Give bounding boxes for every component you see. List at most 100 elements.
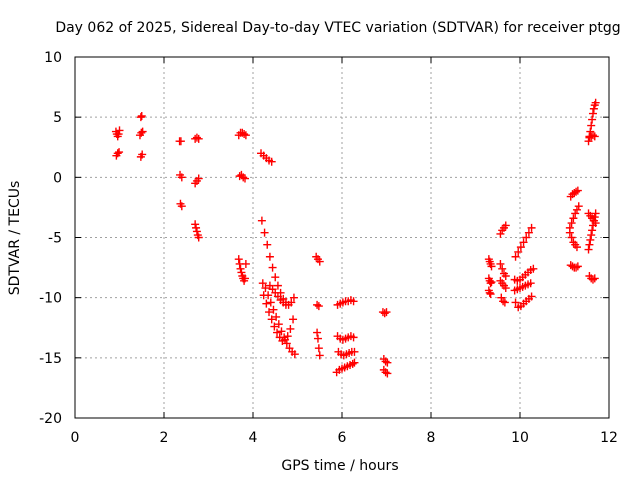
data-point	[522, 233, 531, 242]
data-point	[237, 268, 246, 277]
data-point	[138, 150, 147, 159]
data-point	[114, 130, 123, 139]
series-arc-15	[257, 149, 276, 166]
series-arc-29	[379, 365, 392, 378]
data-point	[383, 358, 392, 367]
x-tick-label: 12	[600, 430, 618, 446]
data-point	[501, 272, 510, 281]
x-tick-label: 2	[160, 430, 169, 446]
data-point	[500, 298, 509, 307]
series-arc-23	[333, 296, 358, 309]
data-point	[234, 255, 243, 264]
x-tick-label: 8	[427, 430, 436, 446]
data-point	[574, 202, 583, 211]
data-point	[260, 228, 269, 237]
series-arc-05	[136, 150, 147, 161]
series-arc-34	[496, 259, 510, 281]
data-point	[282, 339, 291, 348]
data-point	[485, 288, 494, 297]
y-tick-label: 10	[44, 50, 62, 66]
data-point	[315, 257, 324, 266]
series-arc-25	[334, 347, 359, 360]
data-point	[350, 358, 359, 367]
data-point	[573, 186, 582, 195]
data-point	[274, 320, 283, 329]
data-point	[588, 109, 597, 118]
data-point	[115, 148, 124, 157]
data-point	[496, 259, 505, 268]
data-point	[589, 216, 598, 225]
series-arc-09	[191, 133, 203, 143]
data-point	[176, 137, 185, 146]
data-point	[270, 322, 279, 331]
x-axis-label: GPS time / hours	[281, 458, 398, 474]
data-point	[277, 327, 286, 336]
data-point	[313, 300, 322, 309]
x-tick-label: 4	[249, 430, 258, 446]
series-arc-41	[566, 186, 582, 201]
data-point	[192, 227, 201, 236]
data-point	[241, 131, 250, 140]
data-point	[588, 221, 597, 230]
data-point	[588, 115, 597, 124]
data-point	[590, 213, 599, 222]
data-point	[261, 284, 270, 293]
data-point	[380, 309, 389, 318]
series-arc-46	[585, 131, 599, 142]
data-point	[313, 334, 322, 343]
data-point	[286, 324, 295, 333]
data-point	[499, 297, 508, 306]
data-point	[586, 235, 595, 244]
data-point	[519, 238, 528, 247]
series-arc-32	[484, 286, 495, 299]
series-arc-02	[112, 148, 124, 160]
data-point	[194, 174, 203, 183]
data-point	[259, 291, 268, 300]
data-point	[348, 359, 357, 368]
series-arc-01	[111, 126, 124, 141]
data-point	[572, 243, 581, 252]
series-arc-31	[484, 274, 496, 288]
data-point	[527, 223, 536, 232]
data-point	[262, 299, 271, 308]
data-point	[287, 298, 296, 307]
y-tick-label: -20	[39, 411, 62, 427]
series-arc-30	[484, 255, 496, 271]
data-point	[137, 128, 146, 137]
data-point	[497, 293, 506, 302]
series-arc-43	[565, 228, 581, 252]
data-point	[235, 172, 244, 181]
y-tick-label: -15	[39, 351, 62, 367]
data-point	[239, 173, 248, 182]
data-point	[349, 333, 358, 342]
data-point	[590, 132, 599, 141]
data-point	[487, 262, 496, 271]
data-point	[137, 111, 146, 120]
data-point	[381, 368, 390, 377]
data-point	[257, 216, 266, 225]
data-point	[314, 302, 323, 311]
data-point	[267, 315, 276, 324]
y-tick-label: 5	[53, 110, 62, 126]
data-point	[527, 292, 536, 301]
data-point	[115, 126, 124, 135]
series-arc-17	[258, 279, 299, 359]
data-point	[584, 245, 593, 254]
series-arc-33	[496, 221, 510, 238]
series-arc-11	[191, 220, 203, 242]
data-point	[584, 137, 593, 146]
data-point	[587, 231, 596, 240]
data-point	[269, 305, 278, 314]
data-point	[240, 130, 249, 139]
series-arc-44	[566, 261, 582, 272]
series-arc-03	[135, 127, 147, 140]
data-point	[591, 98, 600, 107]
data-point	[290, 350, 299, 359]
data-point	[136, 113, 145, 122]
series-arc-10	[191, 174, 203, 188]
x-tick-label: 10	[511, 430, 529, 446]
data-point	[585, 240, 594, 249]
data-point	[511, 252, 520, 261]
series-arc-08	[176, 199, 186, 211]
series-arc-37	[511, 223, 536, 261]
